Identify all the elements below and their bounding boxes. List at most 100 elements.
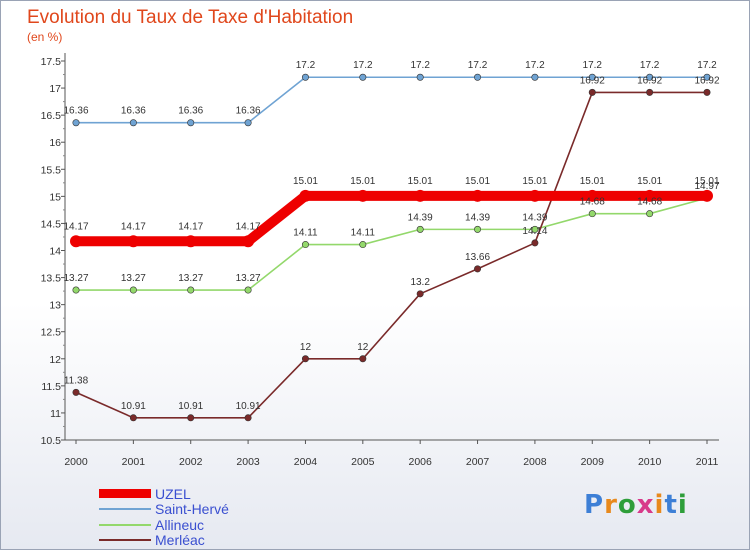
- y-tick-label: 10.5: [41, 435, 62, 447]
- y-tick-label: 14: [49, 246, 61, 258]
- data-label: 13.2: [410, 277, 430, 288]
- data-point: [414, 189, 427, 202]
- data-point: [301, 73, 309, 81]
- data-point: [244, 286, 252, 294]
- data-label: 16.36: [121, 106, 146, 117]
- legend: UZEL Saint-Hervé Allineuc Merléac: [99, 486, 229, 548]
- data-point: [588, 73, 596, 81]
- legend-swatch: [99, 508, 151, 511]
- data-point: [359, 241, 367, 249]
- data-label: 14.68: [580, 197, 605, 208]
- data-label: 17.2: [353, 60, 373, 71]
- data-point: [70, 235, 82, 248]
- data-label: 16.36: [236, 106, 261, 117]
- legend-label: UZEL: [155, 485, 191, 502]
- data-label: 14.17: [178, 221, 203, 232]
- data-label: 14.17: [236, 221, 261, 232]
- x-tick-label: 2008: [523, 456, 547, 468]
- data-point: [129, 119, 137, 127]
- proxiti-logo: Proxiti: [584, 490, 688, 520]
- logo-letter: i: [654, 490, 665, 520]
- data-point: [474, 73, 482, 81]
- data-point: [72, 388, 80, 396]
- data-point: [301, 355, 309, 363]
- chart-unit: (en %): [27, 30, 63, 44]
- legend-item: Saint-Hervé: [99, 501, 229, 518]
- legend-label: Saint-Hervé: [155, 501, 229, 518]
- x-tick-label: 2000: [64, 456, 88, 468]
- data-label: 14.39: [408, 212, 433, 223]
- series-line-merl-ac: [75, 91, 707, 419]
- data-label: 13.27: [121, 273, 146, 284]
- data-point: [244, 414, 252, 422]
- data-label: 15.01: [293, 176, 318, 187]
- series-line-uzel: [76, 190, 707, 247]
- data-point: [703, 73, 711, 81]
- data-point: [72, 119, 80, 127]
- x-tick-label: 2009: [581, 456, 605, 468]
- y-tick-label: 14.5: [41, 218, 62, 230]
- y-tick-label: 16: [49, 137, 61, 149]
- data-label: 15.01: [350, 176, 375, 187]
- data-point: [129, 286, 137, 294]
- x-tick-label: 2004: [294, 456, 318, 468]
- y-tick-label: 15.5: [41, 164, 62, 176]
- data-point: [646, 73, 654, 81]
- data-point: [242, 235, 255, 248]
- data-point: [301, 241, 309, 249]
- data-point: [531, 239, 539, 247]
- y-tick-label: 11: [50, 408, 61, 420]
- data-label: 10.91: [236, 401, 261, 412]
- data-label: 13.27: [178, 273, 203, 284]
- data-label: 12: [357, 342, 369, 353]
- data-label: 17.2: [697, 60, 717, 71]
- data-label: 17.2: [468, 60, 488, 71]
- data-label: 17.2: [640, 60, 660, 71]
- y-tick-label: 11.5: [41, 381, 61, 393]
- x-tick-label: 2007: [466, 456, 490, 468]
- data-point: [299, 189, 312, 202]
- data-label: 16.92: [637, 75, 662, 86]
- data-label: 15.01: [408, 176, 433, 187]
- data-point: [127, 235, 140, 248]
- data-label: 17.2: [410, 60, 430, 71]
- data-point: [588, 210, 596, 218]
- data-point: [72, 286, 80, 294]
- data-label: 15.01: [694, 176, 719, 187]
- x-tick-label: 2005: [351, 456, 375, 468]
- y-tick-label: 17.5: [41, 56, 62, 68]
- legend-label: Allineuc: [155, 516, 205, 533]
- legend-swatch: [99, 539, 151, 542]
- data-point: [528, 189, 541, 202]
- legend-item: Allineuc: [99, 517, 229, 533]
- legend-item: UZEL: [99, 486, 229, 502]
- data-point: [359, 355, 367, 363]
- data-label: 15.01: [637, 176, 662, 187]
- logo-letter: x: [636, 490, 655, 520]
- data-label: 12: [300, 342, 312, 353]
- data-point: [474, 225, 482, 233]
- legend-swatch: [99, 523, 151, 526]
- data-point: [359, 73, 367, 81]
- x-tick-label: 2002: [179, 456, 203, 468]
- x-tick-label: 2006: [409, 456, 433, 468]
- data-point: [643, 189, 656, 202]
- data-point: [356, 189, 369, 202]
- logo-letter: o: [617, 490, 637, 520]
- data-point: [416, 73, 424, 81]
- data-point: [646, 210, 654, 218]
- chart-title: Evolution du Taux de Taxe d'Habitation: [27, 7, 354, 28]
- y-tick-label: 17: [49, 83, 61, 95]
- data-point: [187, 286, 195, 294]
- data-label: 10.91: [178, 401, 203, 412]
- y-tick-label: 13: [49, 300, 61, 312]
- logo-letter: P: [584, 490, 605, 520]
- y-tick-label: 12.5: [41, 327, 62, 339]
- data-label: 16.36: [178, 106, 203, 117]
- logo-letter: i: [677, 490, 688, 520]
- series-line-saint-herv-: [76, 76, 707, 124]
- data-label: 14.11: [293, 228, 318, 239]
- data-point: [701, 189, 713, 202]
